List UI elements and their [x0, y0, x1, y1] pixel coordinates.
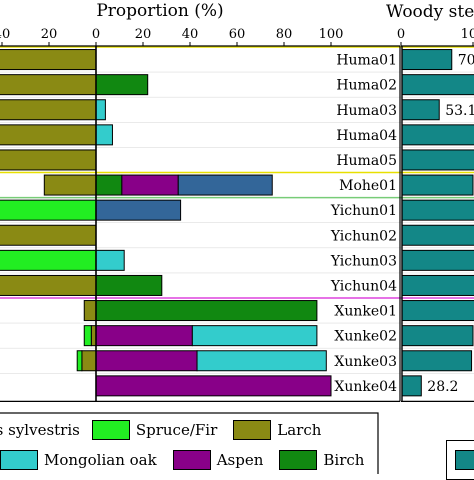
- legend-swatch-mongolian-oak: [0, 450, 38, 470]
- category-label: Mohe01: [339, 178, 397, 194]
- bar-mongolian-oak: [95, 124, 113, 146]
- left-tick-label: 80: [276, 27, 293, 42]
- bar-birch: [95, 274, 163, 296]
- left-panel-title: Proportion (%): [96, 1, 223, 21]
- woody-bar: [401, 99, 440, 121]
- category-label: Huma03: [336, 103, 397, 119]
- legend-row-2: Mongolian oak Aspen Birch: [0, 450, 364, 470]
- legend-swatch-woody: [455, 450, 474, 470]
- left-tick-label: 60: [229, 27, 246, 42]
- bar-spruce-fir: [83, 325, 92, 347]
- bar-aspen: [121, 174, 179, 196]
- right-tick-label: 100: [461, 27, 474, 42]
- woody-value-label: 70.5: [458, 53, 474, 69]
- legend-swatch-larch: [233, 420, 272, 440]
- woody-value-label: 28.2: [427, 379, 458, 395]
- right-panel-title: Woody ste: [386, 2, 474, 22]
- left-tick-label: 40: [182, 27, 199, 42]
- right-tick-label: 0: [397, 27, 405, 42]
- legend-swatch-birch: [279, 450, 318, 470]
- bar-larch: [0, 49, 97, 71]
- bar-birch: [95, 174, 123, 196]
- category-label: Huma04: [336, 128, 397, 144]
- category-label: Huma01: [336, 53, 397, 69]
- bar-mongolian-oak: [95, 99, 106, 121]
- bar-spruce-fir: [76, 350, 83, 372]
- legend-item-spruce-fir: Spruce/Fir: [91, 420, 218, 440]
- woody-bar: [401, 199, 474, 221]
- bar-larch: [83, 300, 97, 322]
- category-label: Xunke04: [334, 379, 397, 395]
- bar-larch: [0, 124, 97, 146]
- bar-spruce-fir: [0, 249, 97, 271]
- category-label: Huma05: [336, 153, 397, 169]
- bar-larch: [0, 99, 97, 121]
- legend-label-aspen: Aspen: [216, 451, 264, 469]
- left-tick-label: 20: [135, 27, 152, 42]
- woody-bar: [401, 149, 474, 171]
- woody-bar: [401, 300, 474, 322]
- woody-bar: [401, 249, 474, 271]
- legend-row-1: us sylvestris Spruce/Fir Larch: [0, 420, 321, 440]
- bar-birch: [95, 74, 149, 96]
- woody-bar: [401, 375, 422, 397]
- legend-label-larch: Larch: [277, 421, 322, 439]
- category-label: Yichun02: [330, 228, 397, 244]
- woody-bar: [401, 325, 474, 347]
- woody-bar: [401, 350, 473, 372]
- category-label: Xunke03: [334, 354, 397, 370]
- legend-item-pinus: us sylvestris: [0, 421, 80, 439]
- bar-aspen: [95, 325, 193, 347]
- category-label: Xunke02: [334, 329, 397, 345]
- legend-item-birch: Birch: [279, 450, 364, 470]
- legend-item-larch: Larch: [233, 420, 321, 440]
- legend-swatch-aspen: [172, 450, 211, 470]
- woody-bar: [401, 174, 474, 196]
- legend-label-pinus: us sylvestris: [0, 421, 80, 439]
- bar-aspen: [95, 350, 198, 372]
- woody-bar: [401, 224, 474, 246]
- category-label: Huma02: [336, 78, 397, 94]
- woody-bar: [401, 124, 474, 146]
- bar-mongolian-oak: [196, 350, 327, 372]
- woody-bar: [401, 74, 474, 96]
- bar-larch: [0, 149, 97, 171]
- category-label: Yichun03: [330, 253, 397, 269]
- bar-pinus-sylvestris: [177, 174, 273, 196]
- woody-bar: [401, 49, 453, 71]
- legend-item-aspen: Aspen: [172, 450, 264, 470]
- bar-larch: [0, 274, 97, 296]
- legend-label-mongolian-oak: Mongolian oak: [44, 451, 157, 469]
- legend-label-spruce-fir: Spruce/Fir: [135, 421, 218, 439]
- left-tick-label: 20: [41, 27, 58, 42]
- bar-mongolian-oak: [95, 249, 125, 271]
- bar-mongolian-oak: [191, 325, 318, 347]
- bar-larch: [0, 74, 97, 96]
- left-tick-label: 0: [92, 27, 100, 42]
- category-label: Yichun04: [330, 278, 397, 294]
- woody-bar: [401, 274, 474, 296]
- category-label: Yichun01: [330, 203, 397, 219]
- bar-larch: [81, 350, 97, 372]
- category-label: Xunke01: [334, 304, 397, 320]
- bar-birch: [95, 300, 318, 322]
- bar-larch: [43, 174, 97, 196]
- bar-larch: [0, 224, 97, 246]
- woody-value-label: 53.1: [445, 103, 474, 119]
- legend-item-mongolian-oak: Mongolian oak: [0, 450, 157, 470]
- legend-label-birch: Birch: [323, 451, 365, 469]
- bar-pinus-sylvestris: [95, 199, 182, 221]
- bar-aspen: [95, 375, 332, 397]
- legend-swatch-spruce-fir: [91, 420, 130, 440]
- left-tick-label: 100: [319, 27, 344, 42]
- bar-spruce-fir: [0, 199, 97, 221]
- right-legend-box: [446, 440, 474, 480]
- left-tick-label: 40: [0, 27, 10, 42]
